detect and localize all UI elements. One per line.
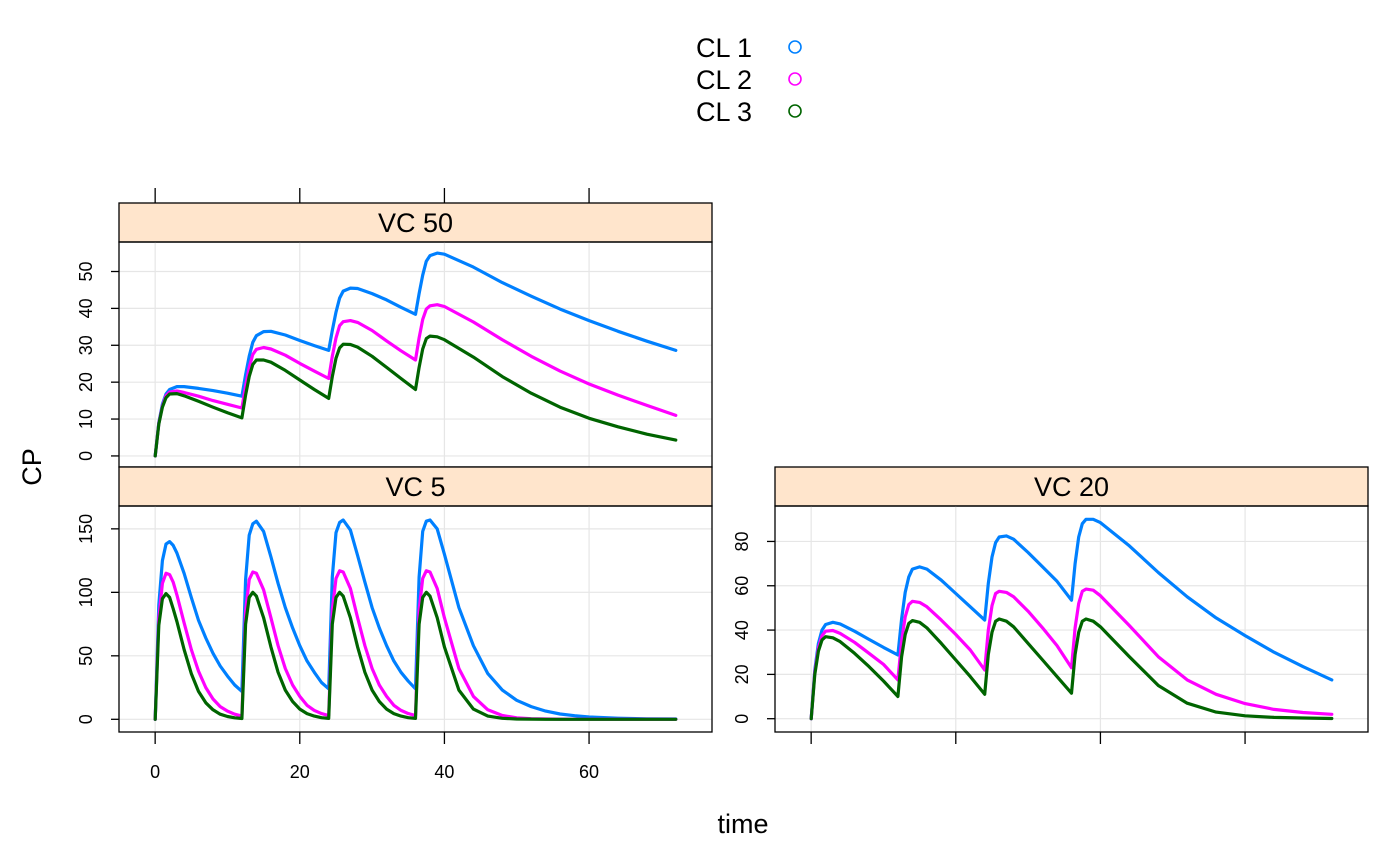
series-line-cl-1-vc-5 [153, 518, 678, 721]
y-tick-label: 80 [732, 531, 752, 551]
series-line-cl-2-vc-5 [153, 569, 678, 721]
x-tick-label: 40 [434, 762, 454, 782]
y-tick-label: 0 [76, 451, 96, 461]
x-tick-label: 0 [150, 762, 160, 782]
y-tick-label: 40 [76, 298, 96, 318]
strip-vc-20 [774, 466, 1369, 507]
legend: CL 1CL 2CL 3 [696, 33, 802, 127]
series-vc-20 [809, 517, 1334, 721]
y-tick-label: 60 [732, 576, 752, 596]
y-tick-label: 10 [76, 409, 96, 429]
x-tick-label: 20 [290, 762, 310, 782]
y-tick-label: 50 [76, 261, 96, 281]
strip-vc-50 [118, 202, 713, 243]
series-line-cl-3-vc-20 [809, 617, 1334, 721]
y-axis-title: CP [17, 448, 47, 486]
series-line-cl-1-vc-20 [809, 517, 1334, 721]
series-line-cl-2-vc-50 [153, 303, 678, 458]
x-ticks-bottom-vc-5: 0 20 40 60 [150, 732, 599, 782]
y-tick-label: 30 [76, 335, 96, 355]
x-tick-label: 60 [579, 762, 599, 782]
y-ticks-vc-5: 0 50 100 150 [76, 514, 119, 724]
y-tick-label: 40 [732, 620, 752, 640]
panel-vc-50: VC 50 0 10 20 30 40 50 [76, 188, 713, 468]
legend-label-cl-3: CL 3 [696, 97, 752, 127]
y-tick-label: 100 [76, 577, 96, 607]
legend-marker-cl-3 [788, 104, 802, 118]
panel-vc-5: VC 5 0 50 100 150 0 20 40 60 [76, 466, 713, 782]
series-line-cl-3-vc-50 [153, 334, 678, 458]
panel-frame-vc-5 [118, 505, 713, 733]
series-vc-50 [153, 251, 678, 458]
strip-vc-5 [118, 466, 713, 507]
panel-vc-20: VC 20 0 20 40 60 80 [732, 466, 1369, 744]
y-tick-label: 0 [732, 714, 752, 724]
legend-label-cl-2: CL 2 [696, 65, 752, 95]
x-ticks-bottom-vc-20 [810, 732, 1246, 744]
y-ticks-vc-50: 0 10 20 30 40 50 [76, 261, 119, 461]
x-axis-title: time [717, 809, 768, 839]
grid-vc-20 [775, 506, 1368, 732]
series-line-cl-1-vc-50 [153, 251, 678, 458]
strip-label-vc-5: VC 5 [385, 472, 445, 502]
y-tick-label: 50 [76, 646, 96, 666]
y-tick-label: 20 [76, 372, 96, 392]
legend-label-cl-1: CL 1 [696, 33, 752, 63]
y-tick-label: 150 [76, 514, 96, 544]
legend-marker-cl-2 [788, 72, 802, 86]
series-vc-5 [153, 518, 678, 721]
x-ticks-top-vc-50 [154, 188, 590, 203]
y-ticks-vc-20: 0 20 40 60 80 [732, 531, 775, 724]
series-line-cl-2-vc-20 [809, 587, 1334, 721]
legend-marker-cl-1 [788, 40, 802, 54]
strip-label-vc-20: VC 20 [1034, 472, 1109, 502]
y-tick-label: 20 [732, 664, 752, 684]
panel-frame-vc-20 [774, 505, 1369, 733]
series-line-cl-3-vc-5 [153, 590, 678, 721]
y-tick-label: 0 [76, 714, 96, 724]
strip-label-vc-50: VC 50 [378, 208, 453, 238]
